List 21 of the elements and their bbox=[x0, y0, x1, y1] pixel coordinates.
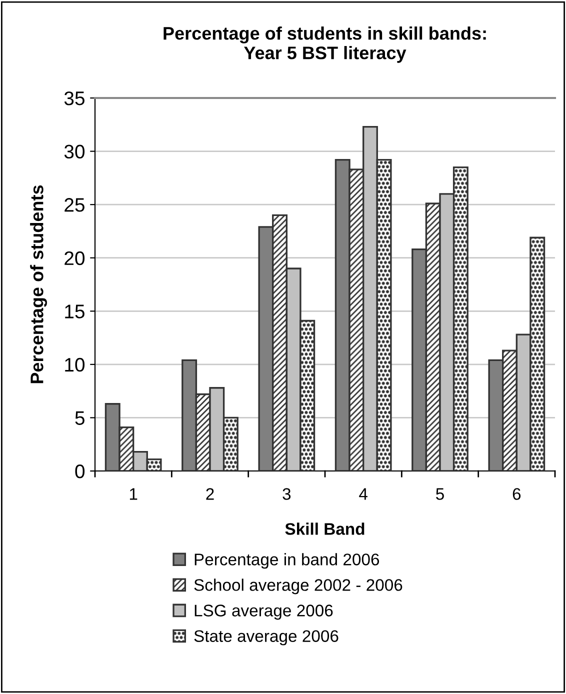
chart-title: Percentage of students in skill bands: Year 5 BST literacy bbox=[164, 26, 486, 63]
y-tick-label: 10 bbox=[65, 358, 85, 372]
x-tick-label: 6 bbox=[512, 488, 521, 500]
legend-label: School average 2002 - 2006 bbox=[194, 578, 402, 594]
y-tick-label: 0 bbox=[75, 464, 85, 478]
legend-label: State average 2006 bbox=[194, 630, 338, 646]
y-tick-label: 25 bbox=[64, 198, 84, 212]
y-tick-label: 20 bbox=[64, 251, 85, 266]
y-tick-label: 5 bbox=[75, 411, 84, 425]
x-tick-label: 2 bbox=[206, 488, 214, 500]
x-tick-label: 1 bbox=[130, 488, 138, 500]
x-axis-title: Skill Band bbox=[285, 522, 364, 535]
y-axis-title: Percentage of students bbox=[30, 185, 47, 384]
y-tick-label: 30 bbox=[64, 144, 85, 159]
legend-label: LSG average 2006 bbox=[194, 604, 333, 620]
y-tick-label: 15 bbox=[65, 304, 84, 318]
x-tick-label: 3 bbox=[282, 488, 291, 500]
y-tick-label: 35 bbox=[64, 91, 84, 106]
legend-label: Percentage in band 2006 bbox=[194, 553, 380, 569]
x-tick-label: 5 bbox=[436, 488, 444, 500]
x-tick-label: 4 bbox=[359, 488, 368, 500]
